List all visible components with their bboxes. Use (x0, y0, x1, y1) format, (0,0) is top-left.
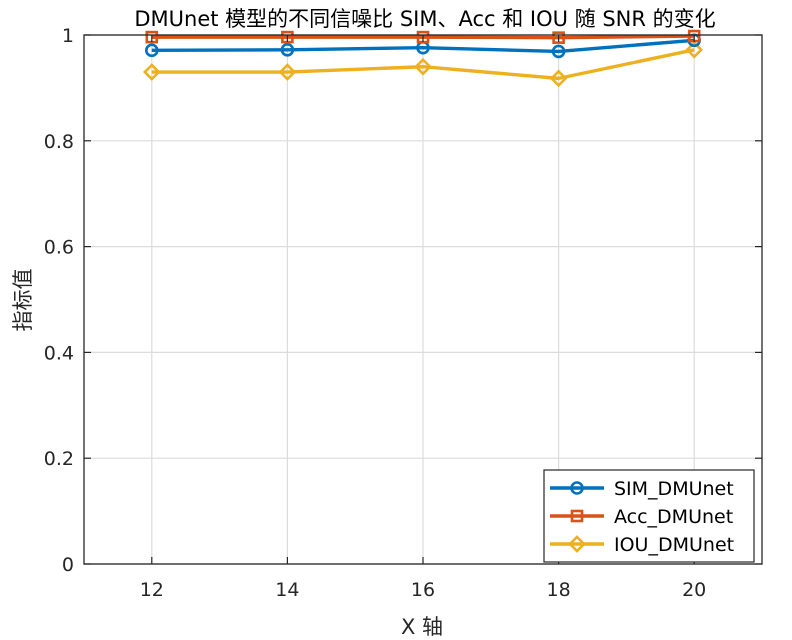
series-line-iou-dmunet (151, 48, 695, 81)
x-tick-label: 14 (275, 579, 299, 601)
y-tick-labels: 0 0.2 0.4 0.6 0.8 1 (44, 25, 74, 576)
data-point-sim-dmunet (551, 44, 566, 59)
legend: SIM_DMUnet Acc_DMUnet IOU_DMUnet (543, 469, 755, 563)
data-point-iou-dmunet (549, 69, 568, 88)
legend-marker-acc-dmunet (570, 509, 584, 523)
y-tick-label: 0 (62, 554, 74, 576)
y-tick-label: 0.8 (44, 131, 74, 153)
series-iou-dmunet (142, 40, 704, 88)
legend-marker-sim-dmunet (570, 481, 584, 495)
x-tick-label: 18 (547, 579, 571, 601)
data-point-iou-dmunet (142, 63, 161, 81)
legend-entry-iou-dmunet: IOU_DMUnet (550, 534, 734, 556)
data-point-iou-dmunet (414, 57, 432, 76)
legend-marker-iou-dmunet (568, 535, 586, 553)
y-axis-label: 指标值 (11, 269, 35, 332)
x-axis-label: X 轴 (401, 615, 443, 639)
y-tick-label: 0.4 (44, 342, 74, 364)
x-tick-label: 20 (682, 579, 706, 601)
data-point-acc-dmunet (145, 30, 159, 44)
x-tick-labels: 12 14 16 18 20 (140, 579, 707, 601)
chart-title: DMUnet 模型的不同信噪比 SIM、Acc 和 IOU 随 SNR 的变化 (134, 7, 715, 31)
data-point-sim-dmunet (145, 43, 159, 58)
tick-marks (84, 34, 762, 565)
data-point-acc-dmunet (281, 30, 294, 44)
series-line-sim-dmunet (151, 38, 695, 54)
legend-label-iou-dmunet: IOU_DMUnet (614, 534, 734, 556)
x-tick-label: 12 (140, 579, 164, 601)
data-point-iou-dmunet (685, 40, 704, 59)
legend-entry-acc-dmunet: Acc_DMUnet (550, 506, 733, 528)
x-tick-label: 16 (411, 579, 435, 601)
y-tick-label: 0.2 (44, 448, 74, 470)
legend-label-sim-dmunet: SIM_DMUnet (614, 478, 734, 500)
y-tick-label: 1 (62, 25, 74, 47)
y-tick-label: 0.6 (44, 237, 74, 259)
data-point-acc-dmunet (552, 31, 565, 44)
data-point-iou-dmunet (278, 63, 297, 81)
data-point-acc-dmunet (416, 30, 430, 44)
data-point-sim-dmunet (280, 43, 295, 57)
legend-label-acc-dmunet: Acc_DMUnet (614, 506, 733, 528)
legend-entry-sim-dmunet: SIM_DMUnet (550, 478, 734, 500)
